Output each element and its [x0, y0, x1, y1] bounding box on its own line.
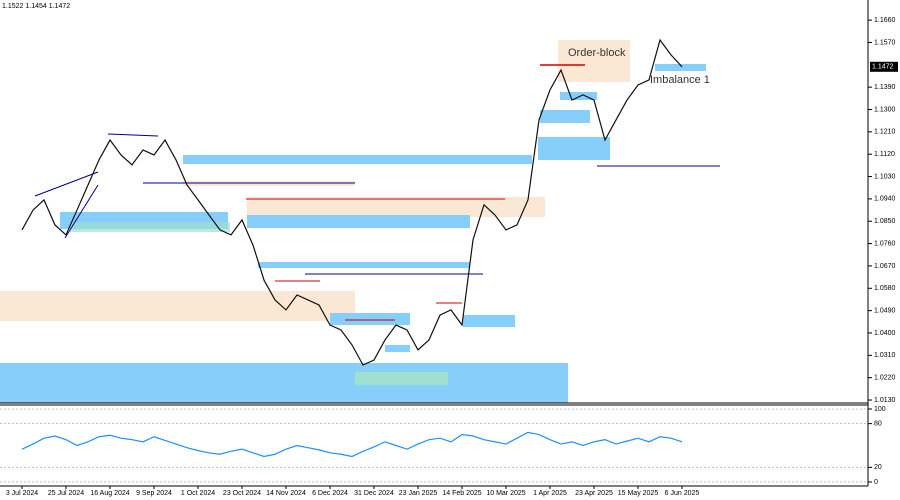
x-tick-label: 14 Nov 2024	[266, 490, 306, 497]
y-tick-label: 1.0130	[874, 397, 896, 404]
y-tick-label: 1.0310	[874, 352, 896, 359]
y-tick-label: 1.0940	[874, 196, 896, 203]
price-tag	[870, 61, 898, 72]
trend-line	[34, 171, 99, 197]
zone	[558, 40, 630, 82]
x-tick-label: 6 Dec 2024	[312, 490, 348, 497]
annotation: Order-block	[568, 47, 626, 59]
zone	[247, 197, 545, 217]
zone	[247, 215, 470, 228]
y-tick-label: 1.1120	[874, 151, 895, 158]
y-tick-label: 1.1390	[874, 84, 896, 91]
y-tick-label: 100	[874, 406, 886, 413]
x-tick-label: 9 Sep 2024	[136, 490, 172, 497]
y-tick-label: 1.0400	[874, 330, 896, 337]
zone	[560, 92, 597, 100]
y-tick-label: 20	[874, 464, 882, 471]
zone	[70, 222, 230, 232]
zones	[0, 40, 720, 403]
y-tick-label: 1.1210	[874, 129, 896, 136]
price-line	[21, 38, 683, 366]
y-tick-label: 1.1300	[874, 106, 896, 113]
y-tick-label: 1.1660	[874, 17, 896, 24]
y-tick-label: 0	[874, 479, 878, 486]
x-tick-label: 10 Mar 2025	[486, 490, 525, 497]
trend-line	[64, 184, 99, 239]
x-tick-label: 3 Jul 2024	[6, 490, 38, 497]
x-tick-label: 25 Jul 2024	[48, 490, 84, 497]
zone	[0, 363, 568, 403]
x-tick-label: 6 Jun 2025	[665, 490, 700, 497]
price-line	[21, 431, 683, 458]
ohlc-label: 1.1522 1.1454 1.1472	[2, 3, 70, 10]
x-tick-label: 23 Jan 2025	[399, 490, 438, 497]
annotation: Imbalance 1	[650, 74, 710, 86]
x-tick-label: 23 Oct 2024	[223, 490, 261, 497]
y-tick-label: 1.1570	[874, 39, 896, 46]
trend-line	[107, 133, 159, 137]
zone	[0, 291, 355, 321]
zone	[463, 315, 515, 327]
x-tick-label: 14 Feb 2025	[442, 490, 481, 497]
y-tick-label: 1.0850	[874, 218, 896, 225]
zone	[330, 313, 410, 325]
zone	[538, 137, 610, 160]
zone	[540, 110, 590, 123]
y-tick-label: 1.0580	[874, 285, 896, 292]
x-tick-label: 16 Aug 2024	[90, 490, 129, 497]
y-tick-label: 1.1030	[874, 173, 896, 180]
zone	[355, 372, 448, 385]
zone	[183, 155, 532, 164]
x-tick-label: 1 Oct 2024	[181, 490, 215, 497]
x-tick-label: 15 May 2025	[618, 490, 659, 497]
y-tick-label: 1.0670	[874, 263, 896, 270]
zone	[655, 64, 706, 71]
x-tick-label: 1 Apr 2025	[533, 490, 567, 497]
price-tag-label: 1.1472	[872, 64, 894, 71]
y-tick-label: 80	[874, 420, 882, 427]
y-tick-label: 1.0490	[874, 307, 896, 314]
zone	[258, 262, 470, 268]
x-tick-label: 23 Apr 2025	[575, 490, 613, 497]
y-tick-label: 1.0760	[874, 240, 896, 247]
zone	[385, 345, 410, 352]
y-tick-label: 1.0220	[874, 375, 896, 382]
x-tick-label: 31 Dec 2024	[354, 490, 394, 497]
